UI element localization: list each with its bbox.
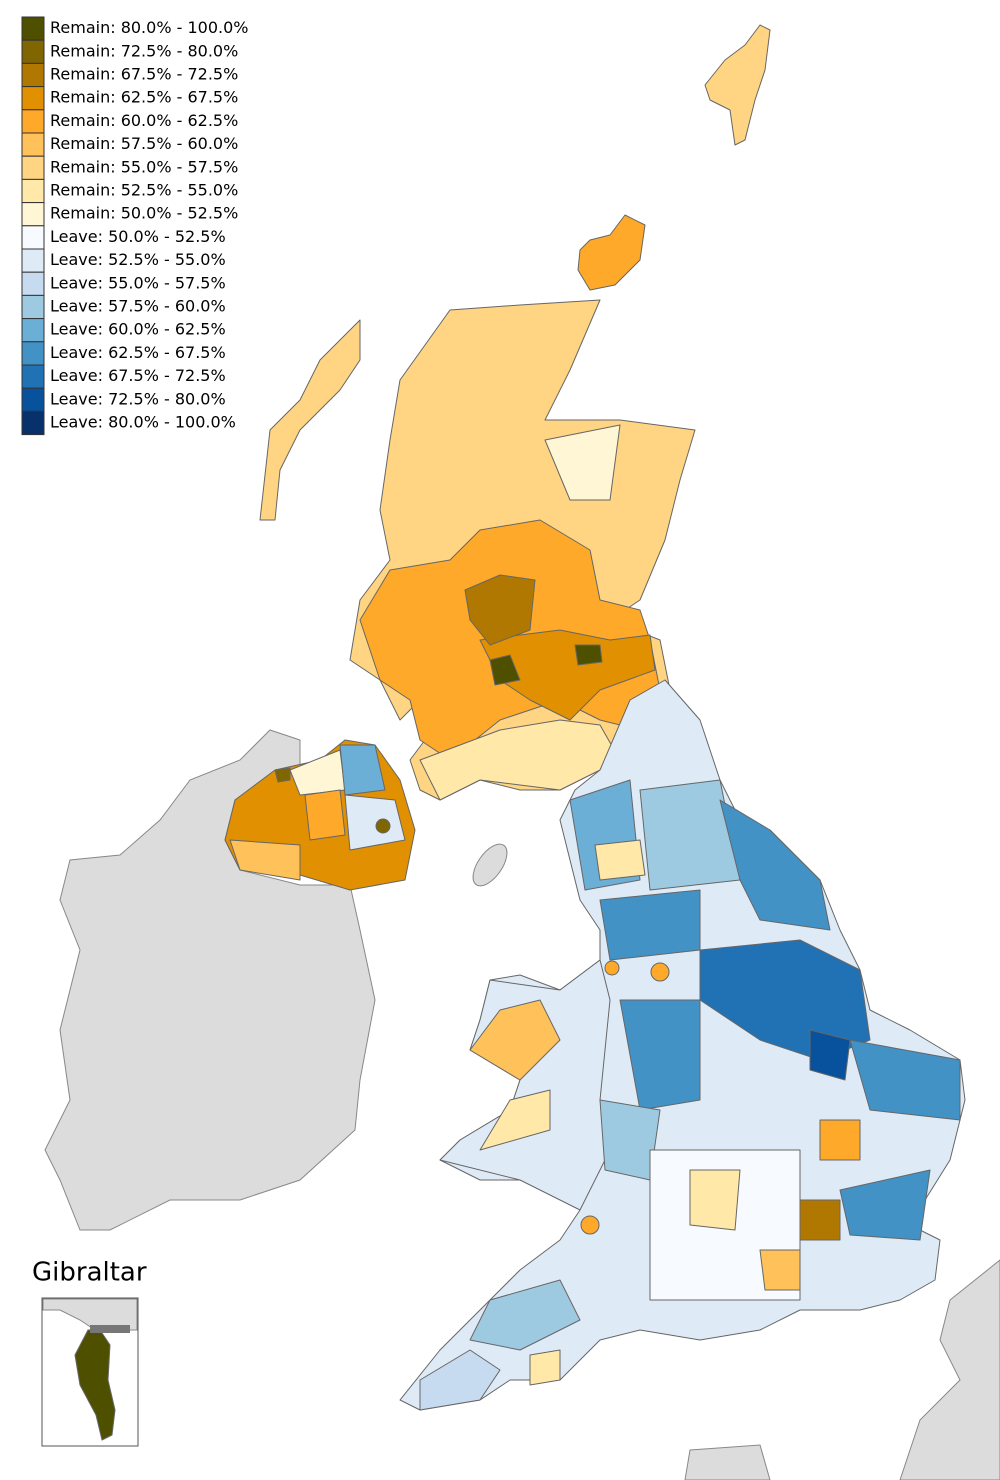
legend-label: Leave: 67.5% - 72.5% bbox=[50, 366, 226, 385]
legend-swatch bbox=[21, 294, 45, 320]
region bbox=[719, 799, 831, 931]
region bbox=[619, 999, 701, 1111]
legend-swatch bbox=[21, 16, 45, 41]
region bbox=[479, 629, 656, 721]
region bbox=[574, 644, 603, 666]
legend: Remain: 80.0% - 100.0% Remain: 72.5% - 80… bbox=[21, 16, 248, 436]
france bbox=[899, 1259, 1000, 1480]
region bbox=[479, 1089, 551, 1151]
legend-swatch bbox=[21, 132, 45, 157]
region bbox=[489, 654, 521, 686]
legend-label: Remain: 62.5% - 67.5% bbox=[50, 88, 238, 107]
region bbox=[375, 818, 391, 834]
legend-label: Leave: 52.5% - 55.0% bbox=[50, 250, 226, 269]
legend-label: Leave: 60.0% - 62.5% bbox=[50, 320, 226, 339]
shetland bbox=[704, 24, 771, 146]
legend-label: Leave: 50.0% - 52.5% bbox=[50, 227, 226, 246]
legend-label: Leave: 80.0% - 100.0% bbox=[50, 413, 236, 432]
legend-label: Leave: 55.0% - 57.5% bbox=[50, 273, 226, 292]
region bbox=[819, 1119, 861, 1161]
legend-swatch bbox=[21, 155, 45, 180]
legend-label: Remain: 52.5% - 55.0% bbox=[50, 181, 238, 200]
western-isles bbox=[259, 319, 361, 521]
region bbox=[689, 1169, 741, 1231]
region bbox=[650, 962, 670, 982]
legend-label: Remain: 80.0% - 100.0% bbox=[50, 18, 248, 37]
region bbox=[304, 789, 346, 841]
region bbox=[594, 839, 646, 881]
legend-label: Remain: 72.5% - 80.0% bbox=[50, 41, 238, 60]
legend-label: Leave: 57.5% - 60.0% bbox=[50, 297, 226, 316]
region bbox=[544, 424, 621, 501]
legend-swatch bbox=[21, 62, 45, 88]
legend-swatch bbox=[21, 178, 45, 204]
orkney bbox=[577, 214, 646, 291]
legend-swatch bbox=[21, 109, 45, 134]
region bbox=[839, 1169, 931, 1241]
region bbox=[529, 1349, 561, 1386]
legend-label: Remain: 57.5% - 60.0% bbox=[50, 134, 238, 153]
region bbox=[274, 767, 291, 783]
legend-label: Remain: 55.0% - 57.5% bbox=[50, 157, 238, 176]
legend-swatch bbox=[21, 271, 45, 296]
gibraltar bbox=[74, 1329, 116, 1441]
region bbox=[339, 744, 386, 796]
region bbox=[809, 1029, 851, 1081]
legend-label: Remain: 60.0% - 62.5% bbox=[50, 111, 238, 130]
legend-swatch bbox=[21, 248, 45, 273]
legend-swatch bbox=[21, 318, 45, 343]
region bbox=[469, 1279, 581, 1351]
legend-swatch bbox=[21, 86, 45, 111]
legend-label: Remain: 67.5% - 72.5% bbox=[50, 65, 238, 84]
region bbox=[604, 960, 620, 976]
region bbox=[229, 839, 301, 881]
legend-swatch bbox=[21, 387, 45, 412]
region bbox=[469, 999, 561, 1081]
region bbox=[344, 794, 406, 851]
region bbox=[419, 1349, 501, 1411]
region bbox=[849, 1039, 961, 1121]
london bbox=[799, 1199, 841, 1241]
region bbox=[759, 1249, 801, 1291]
region bbox=[464, 574, 536, 646]
legend-swatch bbox=[21, 410, 45, 436]
legend-label: Remain: 50.0% - 52.5% bbox=[50, 204, 238, 223]
legend-swatch bbox=[21, 39, 45, 64]
airport bbox=[90, 1325, 130, 1333]
spain bbox=[42, 1298, 138, 1331]
inset-title: Gibraltar bbox=[32, 1258, 147, 1288]
legend-swatch bbox=[21, 225, 45, 250]
channel-islands bbox=[684, 1444, 771, 1480]
region bbox=[599, 889, 701, 961]
legend-swatch bbox=[21, 364, 45, 389]
legend-label: Leave: 62.5% - 67.5% bbox=[50, 343, 226, 362]
legend-label: Leave: 72.5% - 80.0% bbox=[50, 389, 226, 408]
legend-swatch bbox=[21, 202, 45, 227]
ireland bbox=[44, 729, 376, 1231]
isle-of-man bbox=[472, 843, 508, 887]
region bbox=[580, 1215, 600, 1235]
legend-swatch bbox=[21, 341, 45, 366]
